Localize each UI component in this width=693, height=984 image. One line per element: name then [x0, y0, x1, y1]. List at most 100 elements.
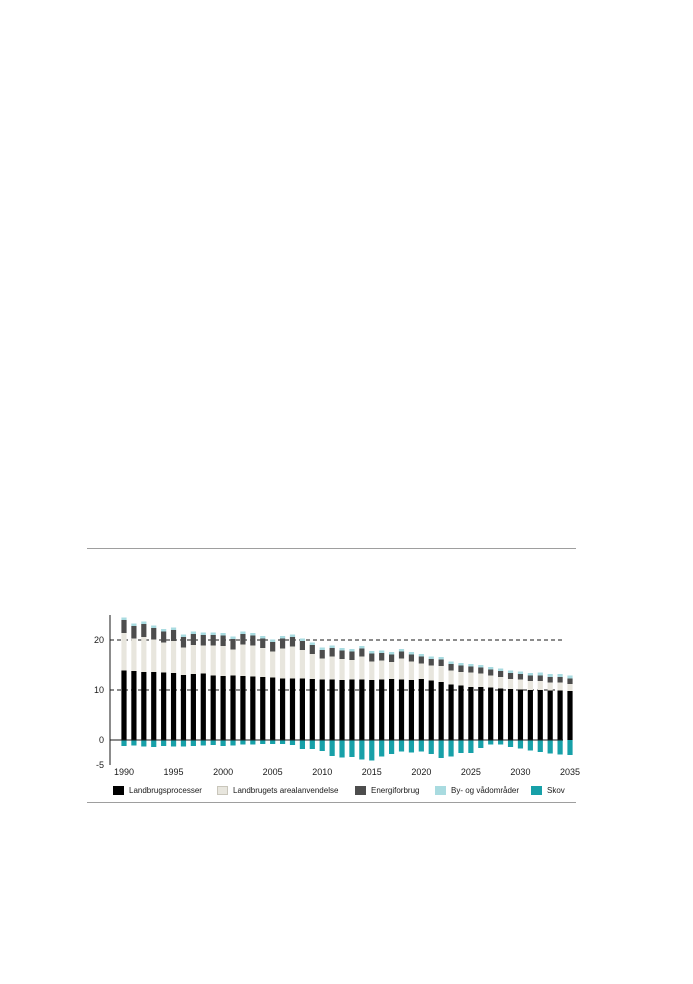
bar-2016-series-0 [379, 679, 385, 740]
bar-2010-series-2 [319, 650, 325, 659]
bar-1999-series-2 [210, 635, 216, 646]
bar-2014-series-1 [359, 656, 365, 680]
legend-label: Energiforbrug [371, 786, 420, 795]
bar-2032-series-1 [537, 681, 543, 690]
bar-1995-series-0 [170, 673, 177, 740]
bar-2008-series-0 [299, 678, 305, 740]
bar-1993-series-1 [151, 639, 157, 672]
bar-1992-series-4 [141, 740, 147, 747]
bar-1998-series-1 [200, 645, 206, 674]
bar-2000-series-3 [220, 633, 226, 636]
x-tick-label: 2025 [461, 767, 481, 777]
bar-2007-series-4 [289, 740, 296, 745]
bar-1996-series-1 [180, 647, 187, 675]
bar-2033-series-4 [547, 740, 553, 754]
bar-1994-series-1 [161, 642, 167, 673]
legend-label: Landbrugsprocesser [129, 786, 202, 795]
bar-1993-series-0 [151, 672, 157, 740]
bar-1991-series-3 [131, 623, 137, 626]
bar-1995-series-3 [170, 627, 177, 630]
bar-1992-series-1 [141, 637, 147, 672]
bar-2013-series-2 [349, 651, 355, 660]
bar-2008-series-1 [299, 650, 305, 679]
bar-1993-series-2 [151, 628, 157, 640]
y-tick-label: 20 [94, 635, 104, 645]
bar-2034-series-1 [557, 682, 563, 691]
bar-1995-series-1 [170, 641, 177, 673]
bar-2029-series-2 [507, 673, 514, 679]
bar-2032-series-4 [537, 740, 543, 752]
y-tick-label: 0 [99, 735, 104, 745]
bar-2019-series-1 [408, 661, 415, 680]
bar-2006-series-2 [279, 638, 286, 649]
bar-2020-series-1 [418, 663, 424, 679]
bar-2017-series-1 [389, 662, 395, 679]
bar-2018-series-2 [398, 651, 405, 659]
bar-2017-series-2 [389, 654, 395, 662]
bar-2014-series-0 [359, 679, 365, 740]
bar-2003-series-3 [250, 633, 256, 636]
bar-2009-series-2 [309, 645, 315, 654]
bar-2027-series-1 [488, 675, 494, 688]
bar-2003-series-2 [250, 635, 256, 646]
bar-1997-series-0 [190, 674, 196, 740]
bar-2000-series-4 [220, 740, 226, 746]
bar-2018-series-3 [398, 649, 405, 652]
bar-2030-series-4 [517, 740, 524, 749]
legend-item-skov: Skov [531, 786, 565, 795]
bar-2031-series-2 [527, 675, 533, 681]
bar-2020-series-2 [418, 656, 424, 664]
bar-2035-series-3 [567, 675, 573, 679]
bar-2016-series-4 [379, 740, 385, 757]
bar-1999-series-4 [210, 740, 216, 745]
bar-1990-series-3 [121, 617, 127, 620]
bar-1992-series-0 [141, 672, 147, 740]
bar-1997-series-2 [190, 634, 196, 645]
bar-2018-series-4 [398, 740, 405, 752]
bar-2009-series-0 [309, 679, 315, 740]
x-tick-label: 2015 [362, 767, 382, 777]
bar-1993-series-3 [151, 625, 157, 628]
x-tick-label: 2010 [312, 767, 332, 777]
bar-2008-series-2 [299, 641, 305, 650]
bar-2010-series-1 [319, 658, 325, 680]
bar-2032-series-0 [537, 690, 543, 740]
bar-1990-series-2 [121, 620, 127, 633]
bar-2034-series-2 [557, 677, 563, 683]
bar-2024-series-2 [458, 665, 464, 672]
bar-1994-series-0 [161, 672, 167, 740]
legend-swatch [435, 786, 446, 795]
bar-2006-series-0 [279, 678, 286, 740]
x-tick-label: 2000 [213, 767, 233, 777]
bar-2033-series-3 [547, 674, 553, 677]
x-tick-label: 2035 [560, 767, 580, 777]
x-tick-label: 2005 [263, 767, 283, 777]
bar-2024-series-4 [458, 740, 464, 753]
bar-2028-series-4 [498, 740, 504, 745]
bar-2016-series-2 [379, 653, 385, 661]
bar-2012-series-2 [339, 650, 345, 659]
bar-2014-series-2 [359, 648, 365, 657]
bar-2034-series-4 [557, 740, 563, 755]
legend-item-by-og-vaadomraader: By- og vådområder [435, 786, 519, 795]
bar-2032-series-2 [537, 675, 543, 681]
legend-label: By- og vådområder [451, 786, 520, 795]
tick-labels: -5 0 10 20 1990 1995 2000 2005 2010 2015 2020 2025 2… [94, 635, 580, 777]
legend-label: Landbrugets arealanvendelse [233, 786, 339, 795]
bar-1990-series-0 [121, 670, 127, 740]
bar-2005-series-2 [270, 642, 276, 652]
bar-2010-series-4 [319, 740, 325, 751]
bar-1995-series-4 [170, 740, 177, 747]
bar-1991-series-4 [131, 740, 137, 746]
bar-2010-series-0 [319, 679, 325, 740]
bar-2003-series-4 [250, 740, 256, 745]
legend-swatch [217, 786, 228, 795]
bar-2001-series-2 [230, 639, 236, 650]
bar-2033-series-2 [547, 677, 553, 683]
bar-2035-series-2 [567, 678, 573, 684]
bar-2025-series-3 [468, 664, 474, 667]
bar-2014-series-3 [359, 646, 365, 649]
bar-2026-series-1 [478, 673, 484, 687]
bar-2008-series-4 [299, 740, 305, 749]
